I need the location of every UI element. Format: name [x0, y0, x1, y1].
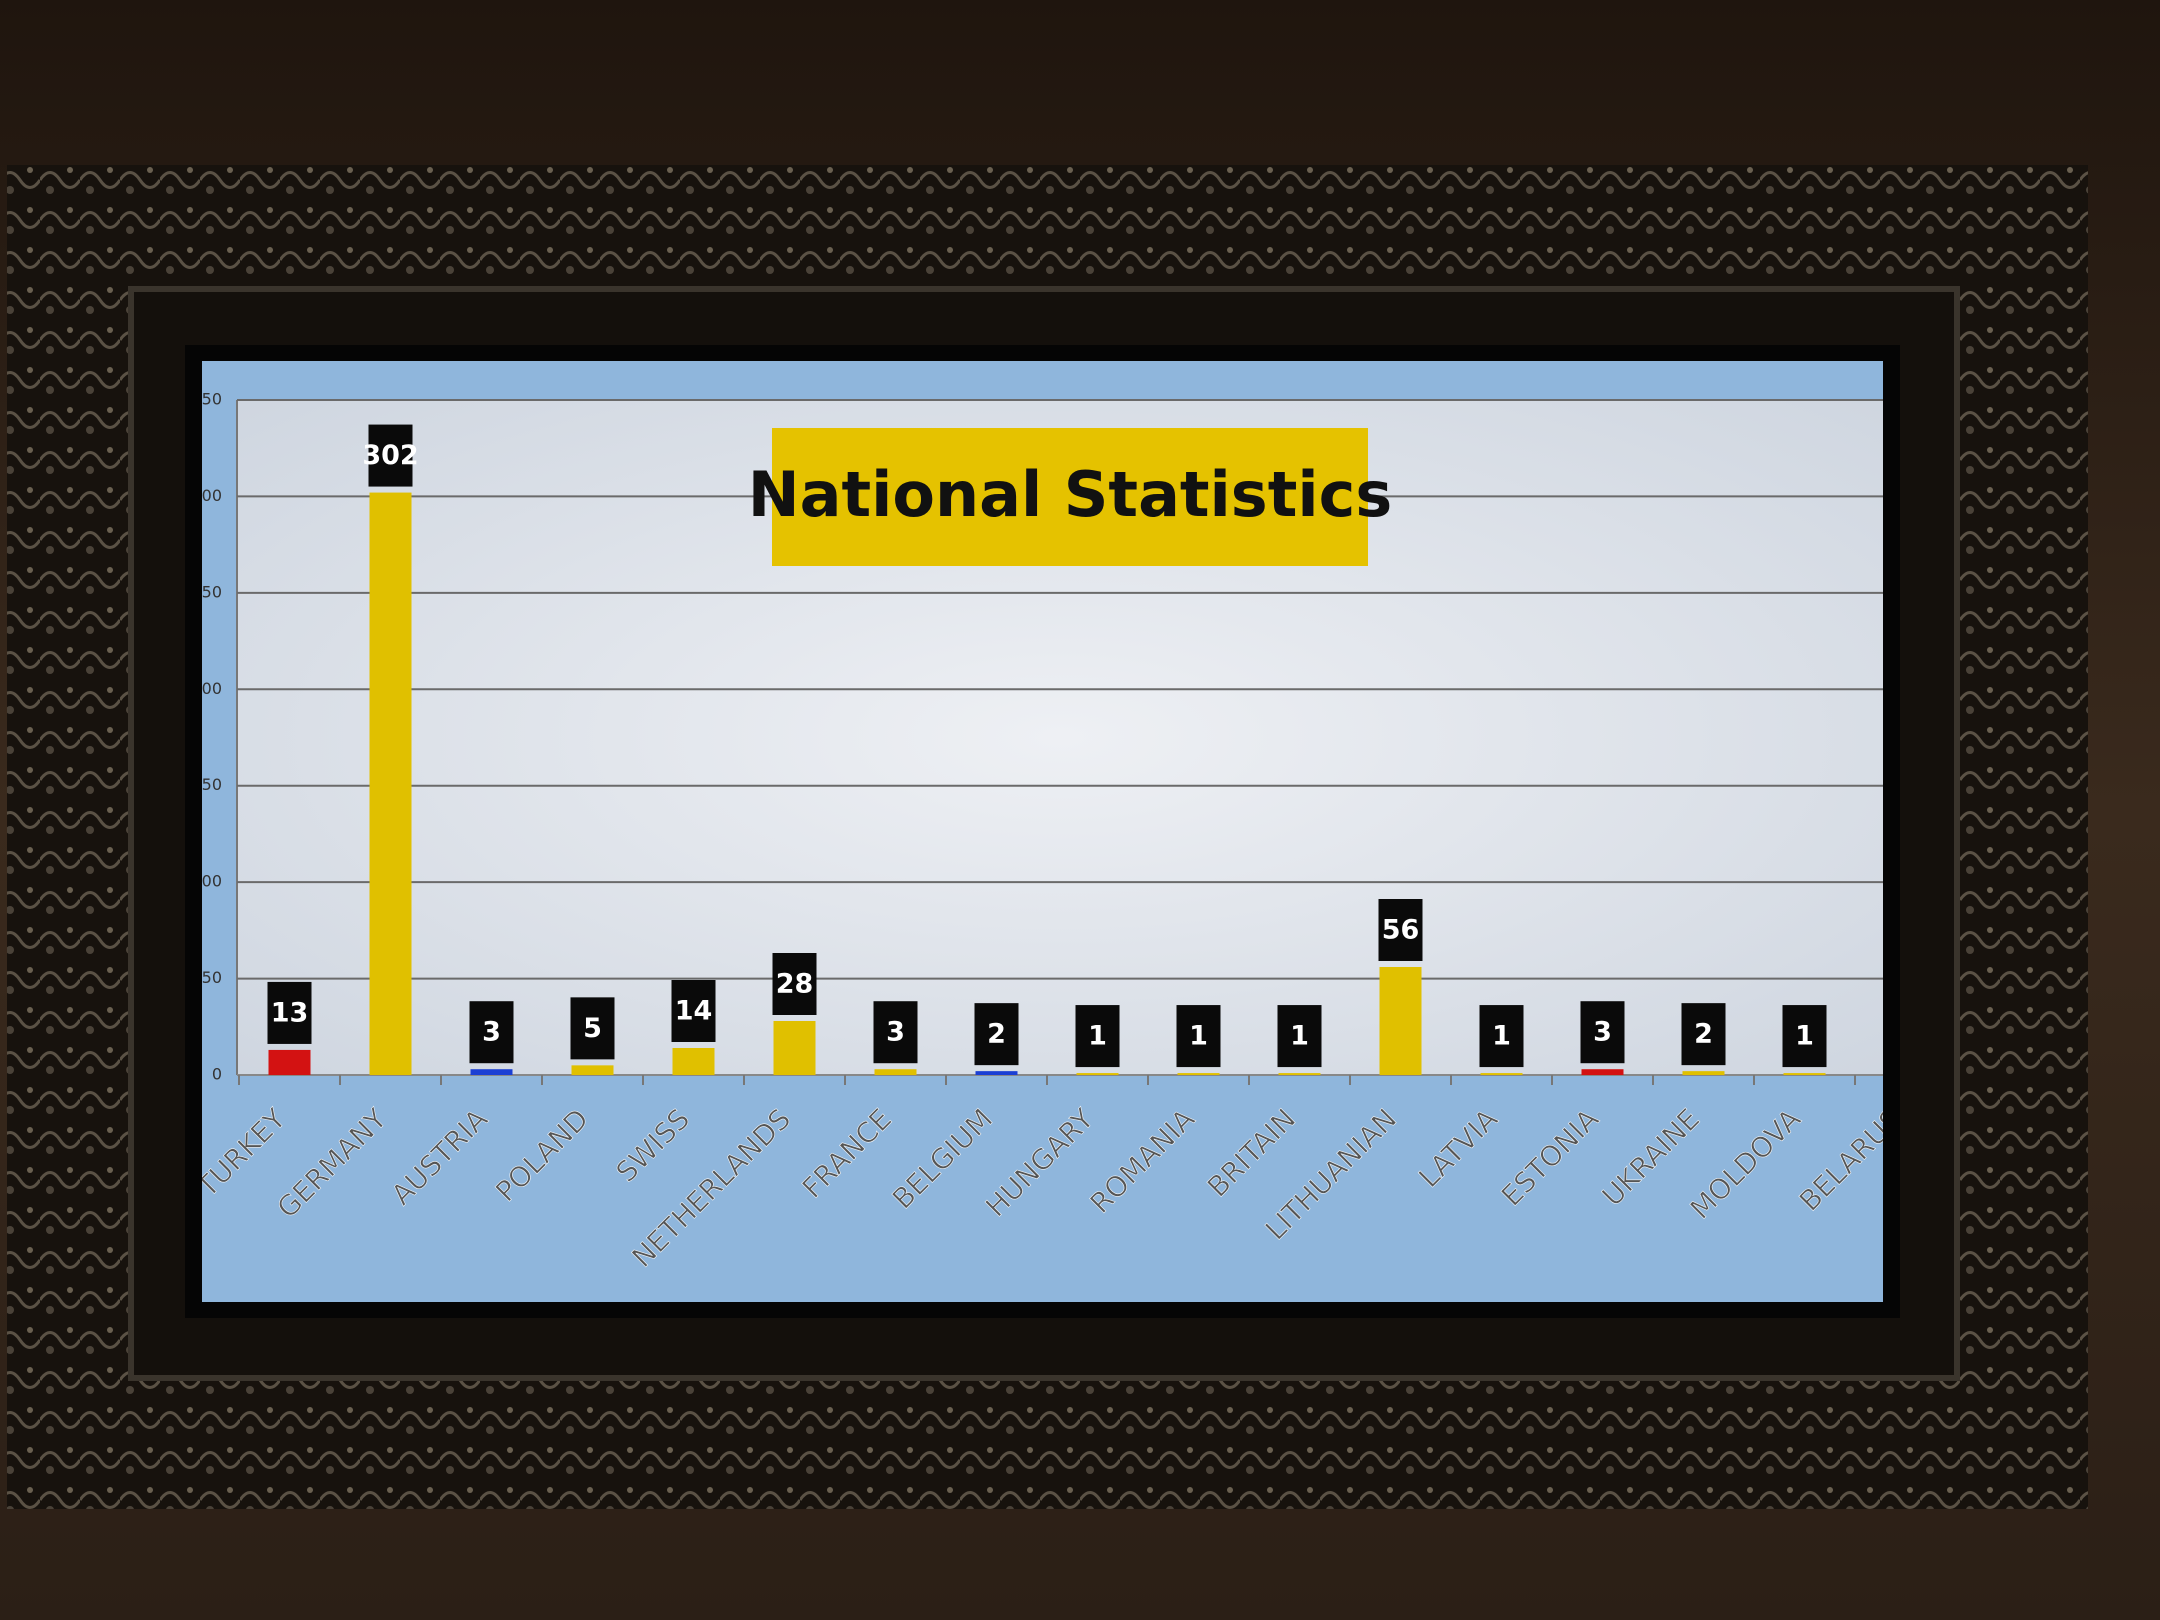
- y-tick-label: 100: [191, 872, 222, 891]
- bar: [975, 1071, 1018, 1075]
- value-label-box: [1782, 1005, 1827, 1068]
- value-label: 13: [271, 997, 309, 1028]
- value-label: 2: [987, 1019, 1006, 1050]
- bar: [1278, 1073, 1321, 1075]
- value-label-box: [368, 424, 413, 487]
- bar: [1177, 1073, 1220, 1075]
- value-label-box: [772, 953, 817, 1015]
- value-label: 28: [776, 969, 814, 1000]
- bar: [1480, 1073, 1523, 1075]
- value-label: 3: [1593, 1017, 1612, 1048]
- value-label: 5: [583, 1013, 602, 1044]
- value-label-box: [671, 980, 716, 1042]
- y-tick-label: 150: [191, 775, 222, 794]
- bar: [773, 1021, 816, 1075]
- y-tick-label: 350: [191, 390, 222, 409]
- bar: [369, 492, 412, 1076]
- bar: [1581, 1069, 1624, 1075]
- value-label-box: [1580, 1001, 1625, 1064]
- value-label-box: [1681, 1003, 1726, 1066]
- y-tick-label: 200: [191, 679, 222, 698]
- value-label: 1: [1795, 1021, 1814, 1052]
- value-label-box: [1378, 899, 1423, 961]
- bar: [874, 1069, 917, 1075]
- title-box: [772, 428, 1368, 566]
- value-label-box: [873, 1001, 918, 1064]
- bar: [268, 1049, 311, 1075]
- value-label-box: [974, 1003, 1019, 1066]
- value-label: 3: [482, 1017, 501, 1048]
- bar: [1783, 1073, 1826, 1075]
- value-label-box: [1075, 1005, 1120, 1068]
- value-label: 1: [1492, 1021, 1511, 1052]
- value-label: 302: [362, 440, 418, 471]
- value-label-box: [267, 981, 312, 1044]
- value-label-box: [570, 997, 615, 1060]
- bar: [672, 1048, 715, 1075]
- y-tick-label: 0: [212, 1065, 222, 1084]
- value-label: 14: [675, 996, 713, 1027]
- value-label-box: [469, 1001, 514, 1064]
- value-label: 1: [1189, 1021, 1208, 1052]
- bar: [1682, 1071, 1725, 1075]
- value-label: 1: [1290, 1021, 1309, 1052]
- bar: [470, 1069, 513, 1075]
- chart-title: National Statistics: [748, 458, 1393, 531]
- value-label-box: [1479, 1005, 1524, 1068]
- value-label: 56: [1382, 915, 1420, 946]
- bar: [571, 1065, 614, 1075]
- value-label-box: [1176, 1005, 1221, 1068]
- screen: 050100150200250300350TURKEY13GERMANY302A…: [191, 361, 1883, 1302]
- bar: [1379, 967, 1422, 1075]
- value-label: 2: [1694, 1019, 1713, 1050]
- value-label: 3: [886, 1017, 905, 1048]
- y-tick-label: 250: [191, 582, 222, 601]
- value-label-box: [1277, 1005, 1322, 1068]
- value-label: 1: [1088, 1021, 1107, 1052]
- bar: [1076, 1073, 1119, 1075]
- y-tick-label: 300: [191, 486, 222, 505]
- y-tick-label: 50: [202, 968, 222, 987]
